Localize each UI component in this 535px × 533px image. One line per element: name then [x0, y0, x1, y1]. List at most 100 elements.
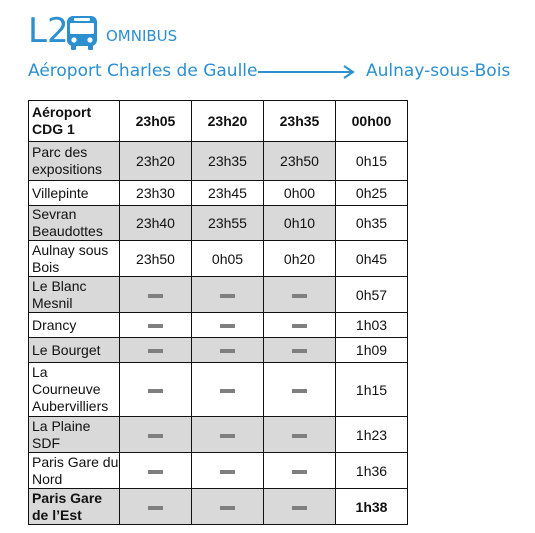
- arrival-time: 0h20: [263, 240, 336, 277]
- arrival-time: 0h35: [335, 205, 408, 241]
- no-service-cell: [191, 312, 264, 338]
- departure-time: 23h20: [191, 100, 264, 142]
- no-service-dash: [220, 505, 235, 510]
- arrival-time: 1h36: [335, 452, 408, 489]
- no-service-dash: [220, 293, 235, 298]
- no-service-dash: [220, 349, 235, 354]
- arrival-time: 1h15: [335, 362, 408, 417]
- stop-name: Paris Gare de l’Est: [28, 488, 120, 525]
- no-service-cell: [191, 362, 264, 417]
- no-service-cell: [119, 312, 192, 338]
- stop-name: La Plaine SDF: [28, 416, 120, 453]
- no-service-cell: [263, 362, 336, 417]
- timetable-row: Paris Gare de l’Est 1h38: [28, 488, 408, 525]
- arrival-time: 23h45: [191, 180, 264, 206]
- no-service-cell: [191, 452, 264, 489]
- no-service-dash: [220, 469, 235, 474]
- stop-name: Le Bourget: [28, 337, 120, 363]
- timetable-header-row: Aéroport CDG 1 23h05 23h20 23h35 00h00: [28, 100, 408, 142]
- timetable-row: La Courneuve Aubervilliers 1h15: [28, 362, 408, 417]
- no-service-cell: [119, 488, 192, 525]
- no-service-dash: [148, 349, 163, 354]
- no-service-cell: [263, 312, 336, 338]
- line-code: L2: [28, 11, 69, 51]
- stop-name: Villepinte: [28, 180, 120, 206]
- no-service-dash: [292, 324, 307, 329]
- arrival-time: 23h20: [119, 141, 192, 181]
- no-service-dash: [148, 388, 163, 393]
- arrival-time: 23h30: [119, 180, 192, 206]
- stop-name: Drancy: [28, 312, 120, 338]
- stop-name: Le Blanc Mesnil: [28, 276, 120, 313]
- arrival-time: 23h50: [263, 141, 336, 181]
- arrival-time: 23h40: [119, 205, 192, 241]
- departure-time: 23h05: [119, 100, 192, 142]
- no-service-dash: [220, 324, 235, 329]
- timetable: Aéroport CDG 1 23h05 23h20 23h35 00h00 P…: [28, 100, 408, 525]
- no-service-dash: [148, 293, 163, 298]
- no-service-dash: [292, 349, 307, 354]
- timetable-row: Parc des expositions 23h20 23h35 23h50 0h15: [28, 141, 408, 181]
- stop-name: La Courneuve Aubervilliers: [28, 362, 120, 417]
- arrival-time: 0h57: [335, 276, 408, 313]
- arrival-time: 0h10: [263, 205, 336, 241]
- arrival-time: 23h50: [119, 240, 192, 277]
- no-service-dash: [292, 388, 307, 393]
- no-service-cell: [263, 337, 336, 363]
- departure-time: 00h00: [335, 100, 408, 142]
- no-service-cell: [119, 416, 192, 453]
- timetable-row: Le Bourget 1h09: [28, 337, 408, 363]
- arrival-time: 1h23: [335, 416, 408, 453]
- no-service-dash: [292, 433, 307, 438]
- arrow-right-icon: [258, 65, 355, 79]
- arrival-time: 0h15: [335, 141, 408, 181]
- departure-time: 23h35: [263, 100, 336, 142]
- timetable-row: Aulnay sous Bois 23h50 0h05 0h20 0h45: [28, 240, 408, 277]
- no-service-cell: [119, 276, 192, 313]
- arrival-time: 23h35: [191, 141, 264, 181]
- arrival-time: 0h05: [191, 240, 264, 277]
- arrival-time: 1h09: [335, 337, 408, 363]
- no-service-cell: [191, 337, 264, 363]
- no-service-cell: [263, 416, 336, 453]
- arrival-time: 0h00: [263, 180, 336, 206]
- timetable-row: Sevran Beaudottes 23h40 23h55 0h10 0h35: [28, 205, 408, 241]
- destination-stop: Aulnay-sous-Bois: [366, 61, 511, 81]
- stop-name: Parc des expositions: [28, 141, 120, 181]
- no-service-dash: [220, 433, 235, 438]
- timetable-row: Le Blanc Mesnil 0h57: [28, 276, 408, 313]
- origin-stop-header: Aéroport CDG 1: [28, 100, 120, 142]
- no-service-cell: [191, 488, 264, 525]
- no-service-dash: [148, 433, 163, 438]
- timetable-row: Villepinte 23h30 23h45 0h00 0h25: [28, 180, 408, 206]
- no-service-dash: [148, 324, 163, 329]
- timetable-row: Drancy 1h03: [28, 312, 408, 338]
- stop-name: Sevran Beaudottes: [28, 205, 120, 241]
- no-service-cell: [119, 452, 192, 489]
- route-header: L2 OMNIBUS Aéroport Charles de Gaulle Au…: [0, 0, 535, 95]
- no-service-dash: [148, 505, 163, 510]
- no-service-dash: [292, 293, 307, 298]
- arrival-time: 1h38: [335, 488, 408, 525]
- no-service-dash: [292, 469, 307, 474]
- no-service-cell: [191, 416, 264, 453]
- service-type: OMNIBUS: [106, 27, 178, 45]
- arrival-time: 23h55: [191, 205, 264, 241]
- stop-name: Aulnay sous Bois: [28, 240, 120, 277]
- no-service-dash: [220, 388, 235, 393]
- arrival-time: 0h45: [335, 240, 408, 277]
- no-service-dash: [292, 505, 307, 510]
- timetable-row: La Plaine SDF 1h23: [28, 416, 408, 453]
- no-service-dash: [148, 469, 163, 474]
- arrival-time: 1h03: [335, 312, 408, 338]
- arrival-time: 0h25: [335, 180, 408, 206]
- no-service-cell: [119, 337, 192, 363]
- no-service-cell: [263, 276, 336, 313]
- origin-stop: Aéroport Charles de Gaulle: [28, 61, 258, 81]
- bus-icon: [67, 16, 97, 50]
- no-service-cell: [263, 488, 336, 525]
- no-service-cell: [191, 276, 264, 313]
- timetable-row: Paris Gare du Nord 1h36: [28, 452, 408, 489]
- no-service-cell: [119, 362, 192, 417]
- no-service-cell: [263, 452, 336, 489]
